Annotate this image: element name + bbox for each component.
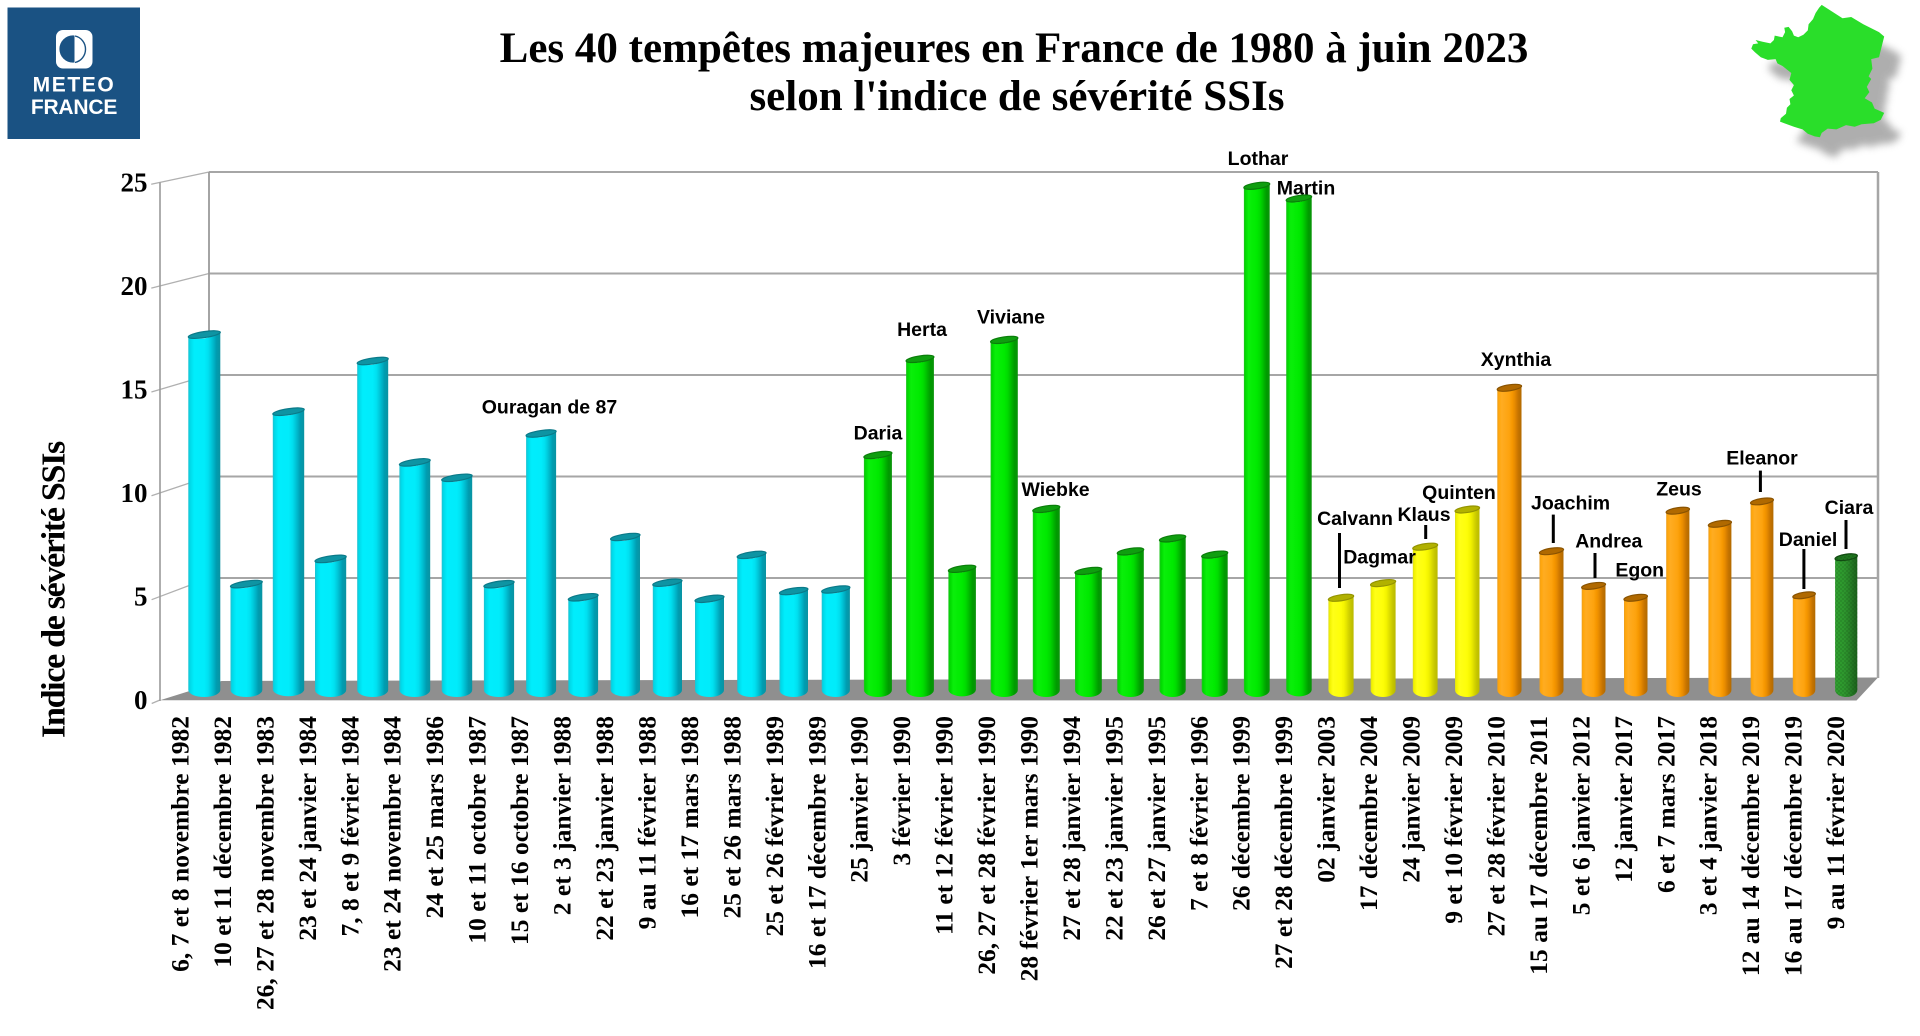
svg-text:7 et 8 février 1996: 7 et 8 février 1996 bbox=[1184, 716, 1213, 911]
svg-text:23 et 24 novembre 1984: 23 et 24 novembre 1984 bbox=[378, 716, 407, 972]
svg-text:12 au 14 décembre 2019: 12 au 14 décembre 2019 bbox=[1736, 716, 1765, 976]
svg-text:7, 8 et 9 février 1984: 7, 8 et 9 février 1984 bbox=[335, 716, 364, 937]
svg-text:24 et 25 mars 1986: 24 et 25 mars 1986 bbox=[420, 716, 449, 919]
svg-text:Calvann: Calvann bbox=[1317, 508, 1393, 530]
svg-text:Herta: Herta bbox=[897, 319, 947, 341]
svg-text:Les 40 tempêtes majeures en Fr: Les 40 tempêtes majeures en France de 19… bbox=[500, 25, 1529, 72]
svg-text:selon l'indice de sévérité SSI: selon l'indice de sévérité SSIs bbox=[749, 73, 1284, 120]
svg-text:3 et 4 janvier 2018: 3 et 4 janvier 2018 bbox=[1694, 716, 1723, 915]
svg-text:28 février 1er mars 1990: 28 février 1er mars 1990 bbox=[1015, 716, 1044, 981]
svg-text:15 et 16 octobre 1987: 15 et 16 octobre 1987 bbox=[505, 716, 534, 945]
svg-text:12 janvier 2017: 12 janvier 2017 bbox=[1609, 716, 1638, 883]
svg-text:02 janvier 2003: 02 janvier 2003 bbox=[1312, 716, 1341, 883]
svg-text:Quinten: Quinten bbox=[1422, 482, 1496, 504]
svg-text:Eleanor: Eleanor bbox=[1726, 448, 1798, 470]
svg-text:Daniel: Daniel bbox=[1779, 529, 1838, 551]
svg-text:26, 27 et 28 février 1990: 26, 27 et 28 février 1990 bbox=[972, 716, 1001, 975]
svg-text:Viviane: Viviane bbox=[977, 307, 1045, 329]
svg-text:5: 5 bbox=[134, 582, 148, 612]
svg-text:25: 25 bbox=[121, 167, 148, 197]
svg-text:20: 20 bbox=[121, 271, 148, 301]
svg-text:Martin: Martin bbox=[1277, 178, 1336, 200]
svg-text:Dagmar: Dagmar bbox=[1343, 547, 1416, 569]
svg-text:Klaus: Klaus bbox=[1397, 504, 1450, 526]
svg-text:2 et 3 janvier 1988: 2 et 3 janvier 1988 bbox=[548, 716, 577, 915]
svg-text:16 et 17 mars 1988: 16 et 17 mars 1988 bbox=[675, 716, 704, 919]
svg-text:23 et 24 janvier 1984: 23 et 24 janvier 1984 bbox=[293, 716, 322, 941]
svg-text:0: 0 bbox=[134, 685, 148, 715]
svg-text:16 et 17 décembre 1989: 16 et 17 décembre 1989 bbox=[802, 716, 831, 969]
svg-text:10: 10 bbox=[121, 478, 148, 508]
svg-text:6, 7 et 8 novembre 1982: 6, 7 et 8 novembre 1982 bbox=[166, 716, 195, 972]
svg-text:Indice de sévérité SSIs: Indice de sévérité SSIs bbox=[36, 441, 73, 738]
svg-text:Andrea: Andrea bbox=[1575, 531, 1642, 553]
svg-text:16 au 17 décembre 2019: 16 au 17 décembre 2019 bbox=[1779, 716, 1808, 976]
svg-text:22 et 23 janvier 1988: 22 et 23 janvier 1988 bbox=[590, 716, 619, 941]
svg-text:9 au 11 février 1988: 9 au 11 février 1988 bbox=[633, 716, 662, 929]
svg-text:15: 15 bbox=[121, 374, 148, 404]
svg-text:27 et 28 février 2010: 27 et 28 février 2010 bbox=[1482, 716, 1511, 936]
svg-text:3 février 1990: 3 février 1990 bbox=[887, 716, 916, 866]
svg-text:27 et 28 janvier 1994: 27 et 28 janvier 1994 bbox=[1057, 716, 1086, 941]
svg-text:6 et 7 mars 2017: 6 et 7 mars 2017 bbox=[1651, 716, 1680, 893]
svg-text:Ouragan de 87: Ouragan de 87 bbox=[482, 397, 617, 419]
svg-text:26 et 27 janvier 1995: 26 et 27 janvier 1995 bbox=[1142, 716, 1171, 941]
svg-text:22 et 23 janvier 1995: 22 et 23 janvier 1995 bbox=[1099, 716, 1128, 941]
svg-text:Daria: Daria bbox=[854, 423, 903, 445]
svg-text:METEO: METEO bbox=[33, 74, 116, 97]
svg-text:11 et 12 février 1990: 11 et 12 février 1990 bbox=[930, 716, 959, 935]
svg-text:Zeus: Zeus bbox=[1656, 479, 1702, 501]
svg-text:24 janvier 2009: 24 janvier 2009 bbox=[1397, 716, 1426, 883]
svg-text:25 et 26 février 1989: 25 et 26 février 1989 bbox=[760, 716, 789, 936]
svg-text:Joachim: Joachim bbox=[1531, 492, 1610, 514]
svg-text:26 décembre 1999: 26 décembre 1999 bbox=[1227, 716, 1256, 911]
svg-text:10 et 11 octobre 1987: 10 et 11 octobre 1987 bbox=[463, 716, 492, 944]
svg-text:10 et 11 décembre 1982: 10 et 11 décembre 1982 bbox=[208, 716, 237, 968]
svg-text:FRANCE: FRANCE bbox=[31, 96, 117, 119]
svg-text:25 janvier 1990: 25 janvier 1990 bbox=[845, 716, 874, 883]
svg-text:26, 27 et 28 novembre 1983: 26, 27 et 28 novembre 1983 bbox=[250, 716, 279, 1010]
svg-text:15 au 17 décembre 2011: 15 au 17 décembre 2011 bbox=[1524, 716, 1553, 975]
svg-text:Wiebke: Wiebke bbox=[1022, 479, 1090, 501]
svg-text:27 et 28 décembre 1999: 27 et 28 décembre 1999 bbox=[1269, 716, 1298, 969]
svg-text:Ciara: Ciara bbox=[1825, 497, 1874, 519]
svg-text:9 et 10 février 2009: 9 et 10 février 2009 bbox=[1439, 716, 1468, 924]
svg-text:5 et 6 janvier 2012: 5 et 6 janvier 2012 bbox=[1566, 716, 1595, 915]
svg-text:25 et 26 mars 1988: 25 et 26 mars 1988 bbox=[717, 716, 746, 919]
svg-text:Egon: Egon bbox=[1615, 560, 1664, 582]
svg-text:17 décembre 2004: 17 décembre 2004 bbox=[1354, 716, 1383, 911]
svg-text:Lothar: Lothar bbox=[1228, 148, 1289, 170]
svg-text:9 au 11 février 2020: 9 au 11 février 2020 bbox=[1821, 716, 1850, 929]
svg-text:Xynthia: Xynthia bbox=[1481, 349, 1552, 371]
